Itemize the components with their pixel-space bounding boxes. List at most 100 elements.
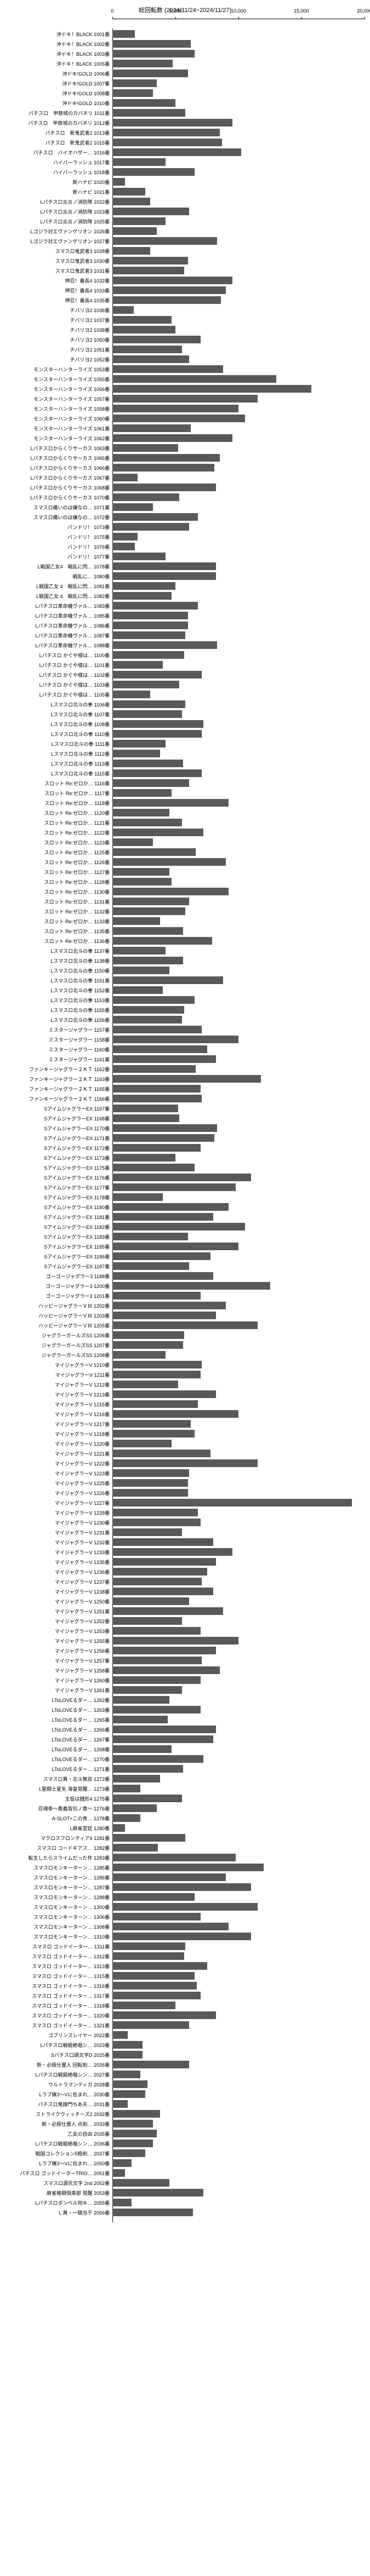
bar bbox=[112, 405, 238, 412]
row-label: LToLOVEるダー… 1266番 bbox=[5, 1726, 112, 1733]
bar bbox=[112, 1509, 198, 1516]
row-label: 沖ドキ!GOLD 1006番 bbox=[5, 70, 112, 77]
bar-row: マイジャグラーV 1238番 bbox=[5, 1586, 365, 1596]
row-label: Lパチスロ革命機ヴァル… 1085番 bbox=[5, 612, 112, 619]
bar-row: マイジャグラーV 1227番 bbox=[5, 1498, 365, 1508]
bar-row: チバリヨ2 1050番 bbox=[5, 335, 365, 344]
bar-cell bbox=[112, 1243, 365, 1250]
bar-cell bbox=[112, 1834, 365, 1842]
bar bbox=[112, 1903, 258, 1911]
bar-cell bbox=[112, 996, 365, 1004]
bar bbox=[112, 1321, 258, 1329]
bar-cell bbox=[112, 1095, 365, 1102]
bar-cell bbox=[112, 1696, 365, 1704]
bar-row: スマスロ ゴッドイーター… 1311番 bbox=[5, 1941, 365, 1951]
bar-cell bbox=[112, 957, 365, 964]
row-label: スマスロ鬼武者3 1028番 bbox=[5, 248, 112, 255]
axis-tick-label: 15,000 bbox=[294, 8, 309, 14]
row-label: スロット Re:ゼロか… 1128番 bbox=[5, 878, 112, 886]
bar-cell bbox=[112, 503, 365, 511]
row-label: マイジャグラーV 1235番 bbox=[5, 1559, 112, 1566]
bar-row: Lスマスロ北斗の拳 1151番 bbox=[5, 975, 365, 985]
bar-cell bbox=[112, 1962, 365, 1970]
bar bbox=[112, 1519, 201, 1526]
row-label: モンスターハンターライズ 1062番 bbox=[5, 435, 112, 442]
bar-cell bbox=[112, 848, 365, 856]
bar bbox=[112, 1105, 178, 1112]
bar-cell bbox=[112, 444, 365, 452]
bar bbox=[112, 2061, 189, 2068]
bar-cell bbox=[112, 582, 365, 590]
bar-cell bbox=[112, 385, 365, 393]
bar-row: ミスタージャグラー 1158番 bbox=[5, 1034, 365, 1044]
row-label: Lパチスロ かぐや様は… 1105番 bbox=[5, 691, 112, 698]
row-label: SアイムジャグラーEX 1167番 bbox=[5, 1105, 112, 1112]
bar-cell bbox=[112, 89, 365, 97]
bar bbox=[112, 789, 172, 797]
bar bbox=[112, 976, 223, 984]
bar-row: Lパチスロ炎炎ノ消防隊 1025番 bbox=[5, 216, 365, 226]
bar-cell bbox=[112, 799, 365, 807]
bar bbox=[112, 661, 163, 669]
bar bbox=[112, 1381, 178, 1388]
bar bbox=[112, 1923, 229, 1930]
row-label: SアイムジャグラーEX 1180番 bbox=[5, 1204, 112, 1211]
row-label: SアイムジャグラーEX 1175番 bbox=[5, 1164, 112, 1171]
bar bbox=[112, 1528, 182, 1536]
bar bbox=[112, 1676, 201, 1684]
bar-row: 乙女の自由 2035番 bbox=[5, 2129, 365, 2138]
bar-cell bbox=[112, 750, 365, 757]
bar-cell bbox=[112, 1252, 365, 1260]
bar-row: チバリヨ2 1052番 bbox=[5, 354, 365, 364]
bar bbox=[112, 533, 138, 540]
chart-container: 総回転数 (2024/11/24~2024/11/27) 05,00010,00… bbox=[5, 5, 365, 2217]
bar-cell bbox=[112, 2041, 365, 2049]
row-label: LToLOVEるダー… 1262番 bbox=[5, 1697, 112, 1704]
bar-cell bbox=[112, 1045, 365, 1053]
bar-row: Sパチスロ頭文字D 2025番 bbox=[5, 2050, 365, 2060]
row-label: スマスロ ゴッドイーター… 1313番 bbox=[5, 1963, 112, 1970]
bar-row: マイジャグラーV 1223番 bbox=[5, 1468, 365, 1478]
bar-row: SアイムジャグラーEX 1173番 bbox=[5, 1153, 365, 1163]
bar-row: ゴーゴージャグラー3 1200番 bbox=[5, 1281, 365, 1291]
bar-row: スマスロモンキーターン… 1285番 bbox=[5, 1862, 365, 1872]
row-label: スマスロ鬼武者3 1030番 bbox=[5, 257, 112, 264]
row-label: パチスロ 甲鉄城のカバネリ 1011番 bbox=[5, 110, 112, 117]
bar bbox=[112, 1174, 251, 1181]
bar-row: Lパチスロからくりサーカス 1065番 bbox=[5, 453, 365, 463]
bar-cell bbox=[112, 99, 365, 107]
bar bbox=[112, 1814, 140, 1822]
row-label: LToLOVEるダー… 1270番 bbox=[5, 1756, 112, 1763]
bar-cell bbox=[112, 829, 365, 836]
bar-row: A-SLOT+この青… 1278番 bbox=[5, 1813, 365, 1823]
bar-cell bbox=[112, 1321, 365, 1329]
row-label: マイジャグラーV 1223番 bbox=[5, 1470, 112, 1477]
bar-row: ファンキージャグラー２ＫＴ 1163番 bbox=[5, 1074, 365, 1084]
bar-row: 忍魂参～奥義皆伝ノ章～ 1276番 bbox=[5, 1803, 365, 1813]
bar-cell bbox=[112, 188, 365, 196]
row-label: マイジャグラーV 1215番 bbox=[5, 1401, 112, 1408]
bar bbox=[112, 30, 135, 38]
row-label: SアイムジャグラーEX 1186番 bbox=[5, 1253, 112, 1260]
bar-row: 沖ドキ！BLACK 1001番 bbox=[5, 29, 365, 39]
row-label: Lスマスロ北斗の拳 1113番 bbox=[5, 760, 112, 767]
bar-cell bbox=[112, 2110, 365, 2118]
row-label: Lスマスロ北斗の拳 1111番 bbox=[5, 740, 112, 748]
bar bbox=[112, 1016, 182, 1024]
bar-cell bbox=[112, 1952, 365, 1960]
bar-row: Lスマスロ北斗の拳 1152番 bbox=[5, 985, 365, 995]
row-label: Lパチスロからくりサーカス 1063番 bbox=[5, 445, 112, 452]
bar bbox=[112, 1499, 352, 1507]
row-label: 新ハナビ 1021番 bbox=[5, 188, 112, 196]
bar-cell bbox=[112, 760, 365, 767]
bar bbox=[112, 1686, 182, 1694]
bar-row: LToLOVEるダー… 1270番 bbox=[5, 1754, 365, 1764]
bar-row: Lパチスロからくりサーカス 1066番 bbox=[5, 463, 365, 473]
bar bbox=[112, 819, 182, 826]
bar bbox=[112, 829, 203, 836]
bar-row: パチスロ ゴッドイーターTRIO… 2051番 bbox=[5, 2168, 365, 2178]
bar bbox=[112, 1292, 201, 1300]
bar-cell bbox=[112, 2011, 365, 2019]
bar-cell bbox=[112, 691, 365, 698]
bar-row: LToLOVEるダー… 1271番 bbox=[5, 1764, 365, 1774]
